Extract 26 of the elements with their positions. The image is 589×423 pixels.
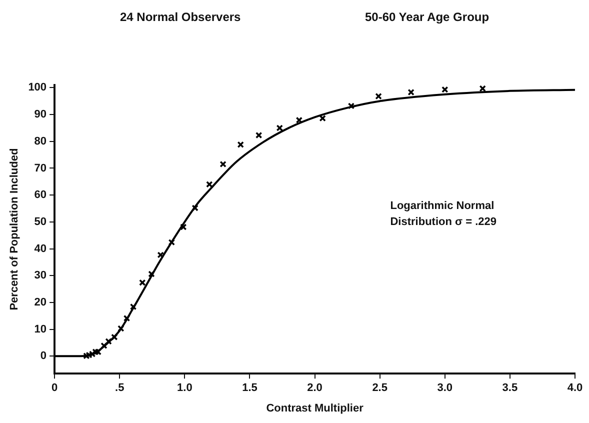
annotation: Logarithmic Normal bbox=[390, 200, 494, 212]
x-tick-label: 3.5 bbox=[502, 382, 518, 394]
y-tick-label: 20 bbox=[34, 296, 47, 308]
x-tick-label: 1.5 bbox=[242, 382, 258, 394]
y-tick-label: 60 bbox=[34, 189, 47, 202]
x-tick-label: .5 bbox=[115, 382, 124, 394]
chart-title: 24 Normal Observers bbox=[120, 10, 241, 24]
y-tick-label: 70 bbox=[34, 162, 47, 174]
y-tick-label: 30 bbox=[34, 270, 47, 282]
x-tick-label: 1.0 bbox=[177, 382, 192, 394]
annotation: Distribution σ = .229 bbox=[390, 216, 496, 228]
y-tick-label: 100 bbox=[28, 82, 47, 94]
x-tick-label: 3.0 bbox=[437, 382, 453, 394]
x-tick-label: 2.0 bbox=[307, 382, 322, 394]
y-tick-label: 50 bbox=[34, 216, 47, 228]
x-tick-label: 4.0 bbox=[567, 382, 583, 394]
y-tick-label: 90 bbox=[34, 108, 47, 121]
y-axis-title: Percent of Population Included bbox=[8, 148, 21, 310]
y-tick-label: 10 bbox=[34, 323, 47, 336]
y-tick-label: 80 bbox=[34, 135, 47, 148]
x-tick-label: 0 bbox=[51, 382, 58, 394]
y-tick-label: 0 bbox=[40, 350, 47, 362]
y-tick-label: 40 bbox=[34, 242, 47, 255]
x-axis-title: Contrast Multiplier bbox=[266, 402, 364, 414]
chart-subtitle: 50-60 Year Age Group bbox=[365, 10, 490, 24]
x-tick-label: 2.5 bbox=[372, 382, 388, 394]
